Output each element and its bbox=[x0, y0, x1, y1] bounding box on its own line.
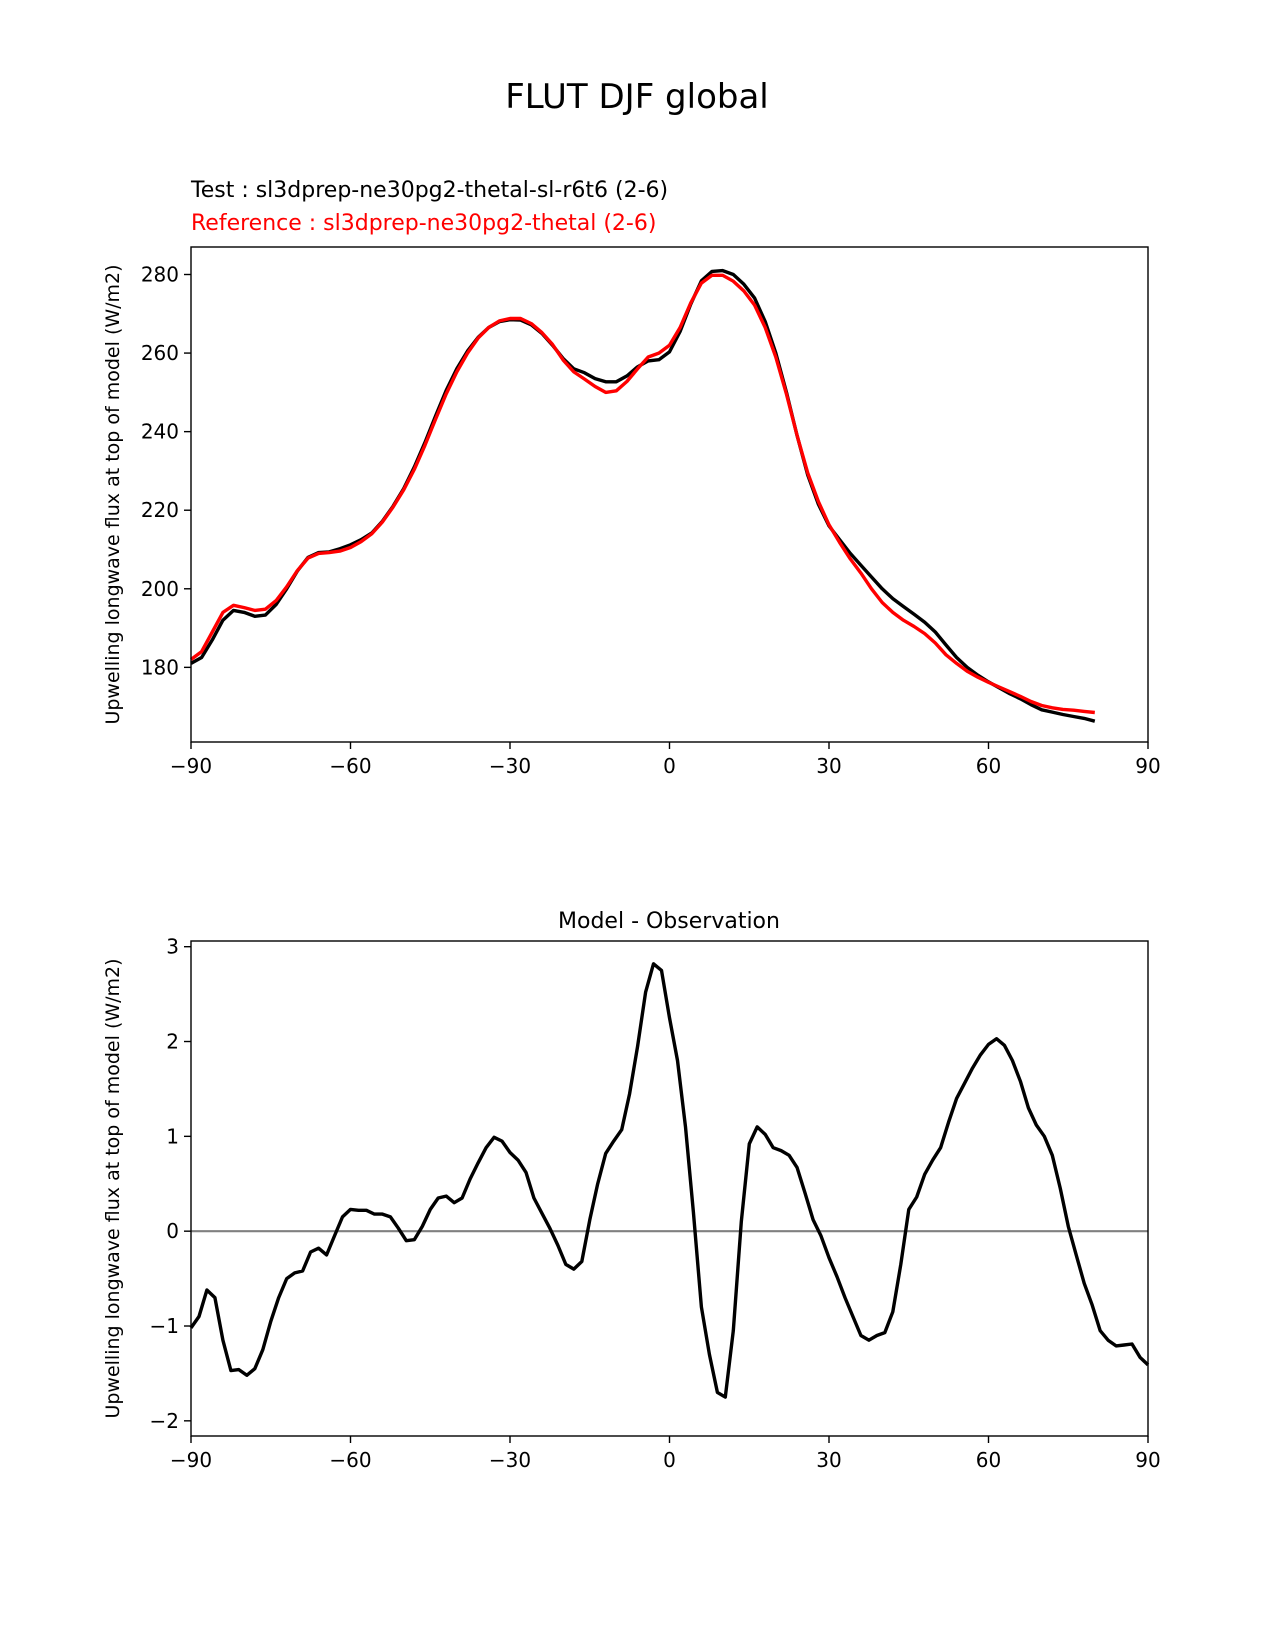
series-line-test bbox=[190, 268, 1096, 723]
x-tick-label: 30 bbox=[816, 1448, 841, 1472]
series-line-difference bbox=[189, 962, 1150, 1399]
y-tick-label: −2 bbox=[150, 1409, 179, 1433]
x-tick-label: −90 bbox=[170, 754, 212, 778]
y-tick-label: 240 bbox=[141, 420, 179, 444]
y-tick-label: −1 bbox=[150, 1314, 179, 1338]
x-tick-label: 90 bbox=[1135, 1448, 1160, 1472]
x-tick-label: −60 bbox=[329, 1448, 371, 1472]
y-tick-label: 1 bbox=[166, 1124, 179, 1148]
top-line-chart: Test : sl3dprep-ne30pg2-thetal-sl-r6t6 (… bbox=[102, 178, 1161, 778]
y-tick-label: 2 bbox=[166, 1030, 179, 1054]
x-tick-label: 0 bbox=[663, 1448, 676, 1472]
y-tick-label: 180 bbox=[141, 655, 179, 679]
bottom-chart-title: Model - Observation bbox=[558, 909, 780, 934]
x-tick-label: −90 bbox=[170, 1448, 212, 1472]
x-tick-label: 60 bbox=[976, 754, 1001, 778]
x-tick-label: −30 bbox=[489, 754, 531, 778]
x-tick-label: 0 bbox=[663, 754, 676, 778]
figure-title: FLUT DJF global bbox=[505, 77, 769, 117]
y-tick-label: 260 bbox=[141, 341, 179, 365]
legend-test: Test : sl3dprep-ne30pg2-thetal-sl-r6t6 (… bbox=[190, 178, 668, 203]
x-tick-label: 60 bbox=[976, 1448, 1001, 1472]
series-line-reference bbox=[189, 273, 1095, 715]
y-tick-label: 280 bbox=[141, 263, 179, 287]
y-axis-label: Upwelling longwave flux at top of model … bbox=[102, 958, 124, 1418]
y-tick-label: 220 bbox=[141, 498, 179, 522]
x-tick-label: 90 bbox=[1135, 754, 1160, 778]
legend-reference: Reference : sl3dprep-ne30pg2-thetal (2-6… bbox=[191, 211, 656, 236]
y-tick-label: 200 bbox=[141, 577, 179, 601]
x-tick-label: −30 bbox=[489, 1448, 531, 1472]
x-tick-label: −60 bbox=[329, 754, 371, 778]
y-tick-label: 3 bbox=[166, 935, 179, 959]
y-tick-label: 0 bbox=[166, 1219, 179, 1243]
x-tick-label: 30 bbox=[816, 754, 841, 778]
y-axis-label: Upwelling longwave flux at top of model … bbox=[102, 264, 124, 724]
plot-frame bbox=[190, 246, 1149, 743]
bottom-line-chart: Model - Observation −90 −60 −30 0 30 60 90−2−1… bbox=[102, 909, 1161, 1472]
